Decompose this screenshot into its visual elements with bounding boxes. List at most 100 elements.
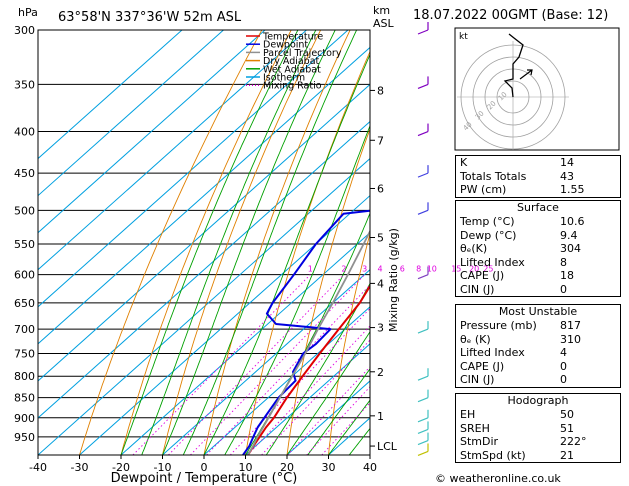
isotherm-line <box>245 343 370 455</box>
most-unstable-row: θₑ (K) 310 <box>456 333 620 347</box>
most-unstable-row: Lifted Index 4 <box>456 346 620 360</box>
indices-table: K 14 Totals Totals 43 PW (cm) 1.55 <box>455 155 621 198</box>
legend-entry-label: Wet Adiabat <box>263 64 321 75</box>
mixing-ratio-labels: 1 2 3 4 6 8 10 15 20 25 <box>308 265 494 274</box>
wind-barb-feather <box>417 428 429 434</box>
wet-adiabat-line <box>120 30 299 455</box>
isotherm-line <box>286 380 370 455</box>
mixing-ratio-line <box>261 339 370 455</box>
km-tick-label: LCL <box>377 440 398 453</box>
wind-barb-feather <box>417 440 429 446</box>
pressure-tick-label: 800 <box>14 370 35 383</box>
wet-adiabat-line <box>286 330 370 455</box>
surface-row: Temp (°C) 10.6 <box>456 215 620 229</box>
wind-barb-feather <box>417 328 429 334</box>
surface-row-value: 9.4 <box>560 228 578 242</box>
surface-row: Dewp (°C) 9.4 <box>456 229 620 243</box>
surface-row-label: Temp (°C) <box>460 215 515 228</box>
legend-entry-label: Dewpoint <box>263 40 308 51</box>
surface-row: θₑ(K) 304 <box>456 242 620 256</box>
mixing-ratio-label: 15 <box>451 265 461 274</box>
mixing-ratio-label: 6 <box>400 265 405 274</box>
pressure-tick-label: 450 <box>14 167 35 180</box>
surface-row-value: 0 <box>560 282 567 296</box>
hodograph-ring-label: 10 <box>497 90 509 102</box>
hodograph-stats-row-value: 222° <box>560 435 587 448</box>
hodograph-ring-label: 40 <box>462 120 474 132</box>
skewt-grid <box>38 30 370 455</box>
series-line-parcel-trajectory <box>247 229 370 455</box>
surface-table: Surface Temp (°C) 10.6 Dewp (°C) 9.4 θₑ(K) 30… <box>455 200 621 297</box>
altitude-km-axis: 8 7 6 5 4 3 2 1 LCL <box>370 84 398 453</box>
km-tick-label: 3 <box>377 322 384 335</box>
hodograph-frame <box>454 27 620 151</box>
pressure-tick-label: 500 <box>14 204 35 217</box>
most-unstable-row-value: 0 <box>560 359 567 373</box>
wind-barb-feather <box>417 450 429 457</box>
surface-row: CAPE (J) 18 <box>456 269 620 283</box>
surface-row-label: CAPE (J) <box>460 269 505 282</box>
km-tick-label: 6 <box>377 183 384 196</box>
legend-entry-label: Isotherm <box>263 73 305 84</box>
surface-row: Lifted Index 8 <box>456 256 620 270</box>
most-unstable-row-label: Lifted Index <box>460 346 525 359</box>
temperature-tick-label: 30 <box>322 461 336 474</box>
copyright-text: © weatheronline.co.uk <box>435 472 561 485</box>
surface-title: Surface <box>517 201 559 214</box>
most-unstable-row: CIN (J) 0 <box>456 373 620 387</box>
asl-unit-label: ASL <box>373 17 395 30</box>
isotherm-line <box>38 30 266 234</box>
pressure-tick-label: 750 <box>14 347 35 360</box>
hodograph-ring-label: 30 <box>474 109 486 121</box>
pressure-tick-label: 600 <box>14 269 35 282</box>
temperature-tick-label: 0 <box>201 461 208 474</box>
surface-row-value: 10.6 <box>560 215 585 228</box>
temperature-tick-label: -10 <box>154 461 172 474</box>
legend-entry-label: Mixing Ratio <box>263 81 322 92</box>
plot-frame <box>37 29 371 456</box>
mixing-ratio-line <box>206 284 370 455</box>
surface-row-value: 18 <box>560 269 574 282</box>
mixing-ratio-line <box>306 386 370 455</box>
temperature-tick-label: -30 <box>71 461 89 474</box>
hodograph-stats-rows: EH 50 SREH 51 StmDir 222° StmSpd (kt) 21 <box>456 408 620 462</box>
surface-row-value: 8 <box>560 255 567 269</box>
hodograph-stats-row: SREH 51 <box>456 422 620 436</box>
most-unstable-row-value: 4 <box>560 346 567 359</box>
most-unstable-row-label: CIN (J) <box>460 373 495 386</box>
k-index-value: 14 <box>560 156 574 169</box>
wet-adiabat-line <box>162 30 336 455</box>
most-unstable-row-label: Pressure (mb) <box>460 319 537 332</box>
most-unstable-row-value: 310 <box>560 332 581 346</box>
totals-totals-label: Totals Totals <box>460 169 527 183</box>
wind-barb-feather <box>417 397 429 403</box>
isotherm-line <box>38 120 370 419</box>
hodograph-stats-row-value: 50 <box>560 408 574 421</box>
dry-adiabat-line <box>120 30 292 455</box>
temperature-axis: -40 -30 -20 -10 0 10 20 30 40 <box>29 455 377 474</box>
series-line-temperature <box>247 284 370 455</box>
hpa-unit-label: hPa <box>18 6 38 19</box>
pressure-tick-label: 850 <box>14 392 35 405</box>
km-tick-label: 7 <box>377 134 384 147</box>
km-tick-label: 8 <box>377 84 384 97</box>
dry-adiabat-line <box>369 448 370 455</box>
mixing-ratio-label: 4 <box>377 265 382 274</box>
series-line-dewpoint <box>242 209 370 455</box>
hodograph-stats-row-label: StmDir <box>460 435 499 448</box>
isotherm-line <box>38 30 307 271</box>
hodograph-stats-row: StmSpd (kt) 21 <box>456 449 620 463</box>
most-unstable-row-value: 817 <box>560 319 581 332</box>
mixing-ratio-label: 3 <box>362 265 367 274</box>
isotherm-line <box>38 46 370 345</box>
most-unstable-row-label: CAPE (J) <box>460 359 505 373</box>
isotherm-line <box>38 83 370 382</box>
wet-adiabat-line <box>328 399 370 455</box>
wind-barb-feather <box>417 417 429 423</box>
pw-value: 1.55 <box>560 183 585 196</box>
mixing-ratio-label: 1 <box>308 265 313 274</box>
most-unstable-title: Most Unstable <box>498 305 578 318</box>
